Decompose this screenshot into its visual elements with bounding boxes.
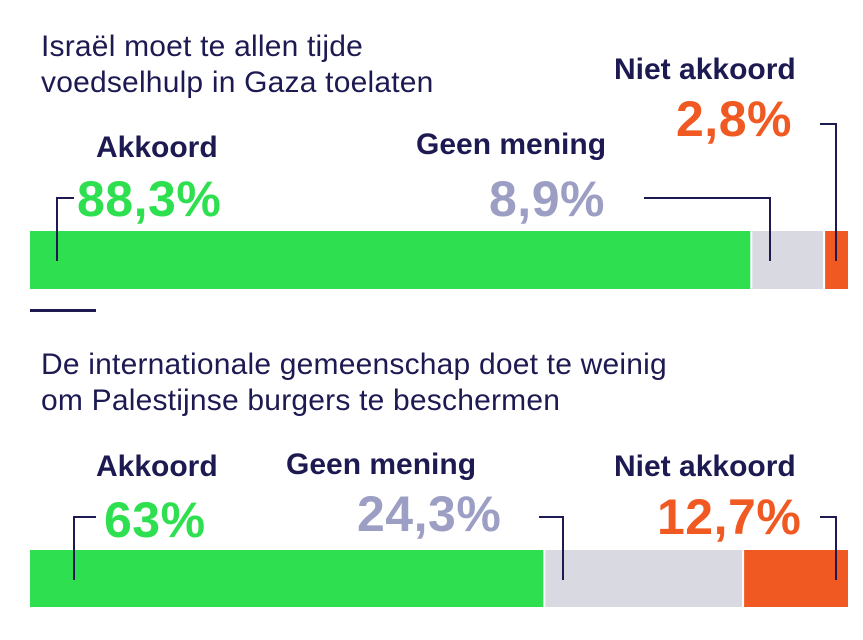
q1-niet-akkoord-value: 2,8% bbox=[676, 91, 792, 147]
question-1-title-line-1: Israël moet te allen tijde bbox=[41, 30, 364, 63]
q1-leader-geen-mening bbox=[644, 197, 771, 261]
q2-bar-akkoord bbox=[30, 550, 544, 607]
q2-leader-geen-mening bbox=[539, 516, 564, 580]
q1-bar-geen-mening bbox=[752, 231, 824, 289]
question-1-title: Israël moet te allen tijde voedselhulp i… bbox=[41, 29, 434, 101]
q2-geen-mening-value: 24,3% bbox=[357, 486, 502, 542]
q1-bar-akkoord bbox=[30, 231, 751, 289]
q1-geen-mening-label: Geen mening bbox=[416, 128, 607, 161]
q1-akkoord-label: Akkoord bbox=[96, 131, 218, 164]
q2-akkoord-value: 63% bbox=[104, 492, 206, 548]
q1-geen-mening-value: 8,9% bbox=[489, 171, 605, 227]
question-2-title-line-2: om Palestijnse burgers te beschermen bbox=[41, 384, 561, 417]
q2-bar-niet-akkoord bbox=[744, 550, 848, 607]
q1-leader-niet-akkoord bbox=[820, 123, 837, 261]
section-divider bbox=[30, 309, 96, 312]
question-2-title-line-1: De internationale gemeenschap doet te we… bbox=[41, 348, 667, 381]
q1-akkoord-value: 88,3% bbox=[77, 171, 222, 227]
q2-niet-akkoord-value: 12,7% bbox=[657, 489, 802, 545]
q2-niet-akkoord-label: Niet akkoord bbox=[614, 450, 796, 483]
q1-niet-akkoord-label: Niet akkoord bbox=[614, 53, 796, 86]
question-1-title-line-2: voedselhulp in Gaza toelaten bbox=[41, 66, 434, 99]
q1-leader-akkoord bbox=[56, 197, 74, 261]
question-2-title: De internationale gemeenschap doet te we… bbox=[41, 347, 667, 419]
q2-akkoord-label: Akkoord bbox=[96, 450, 218, 483]
q2-geen-mening-label: Geen mening bbox=[286, 448, 477, 481]
q2-leader-akkoord bbox=[73, 516, 96, 580]
q2-bar-geen-mening bbox=[545, 550, 743, 607]
q2-leader-niet-akkoord bbox=[820, 516, 837, 580]
